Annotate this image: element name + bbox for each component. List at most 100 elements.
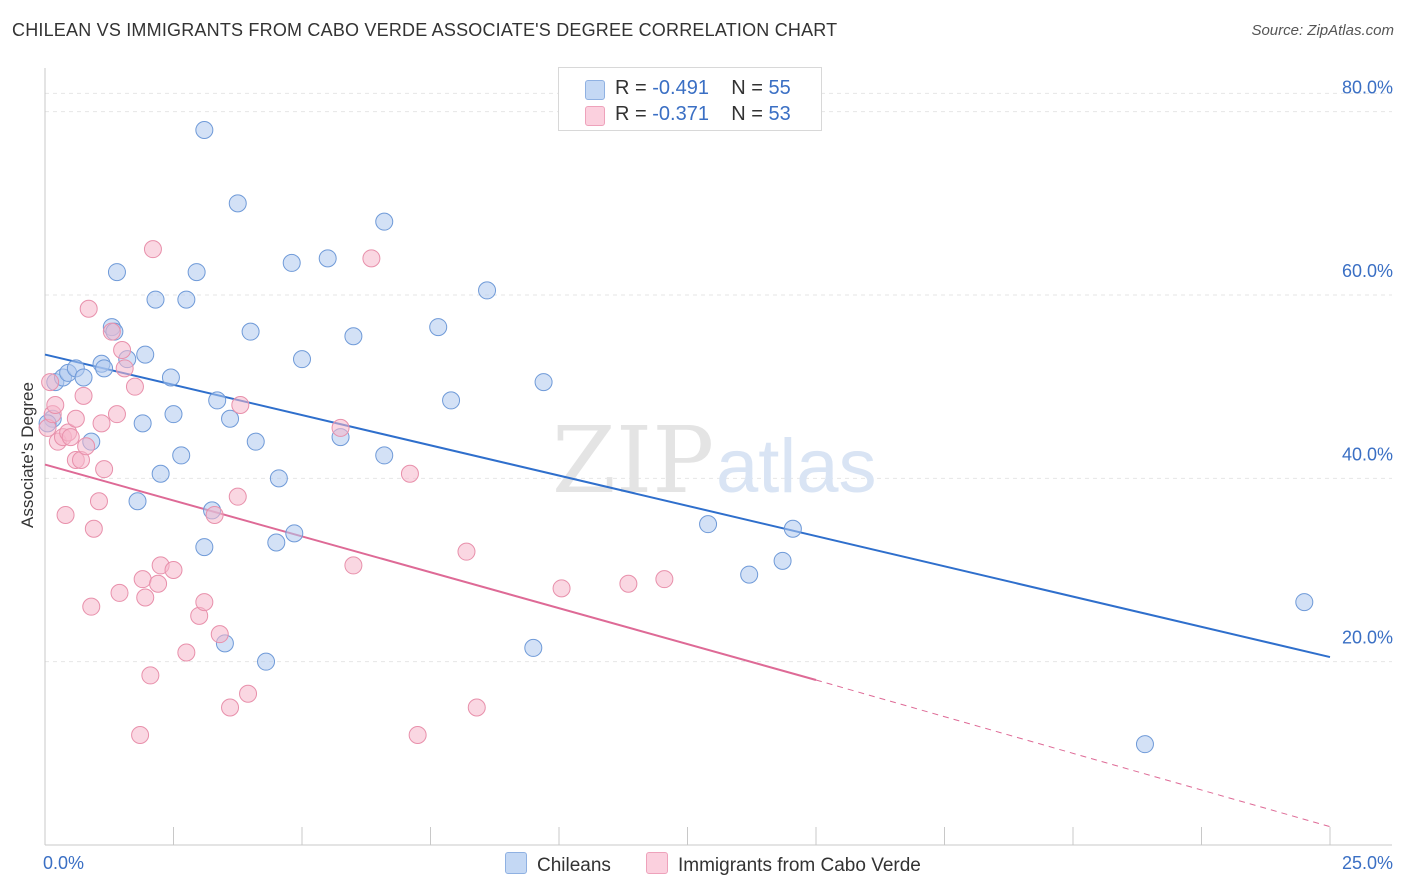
point-cabo-verde <box>619 574 638 593</box>
bottom-legend-label-chileans: Chileans <box>537 855 611 876</box>
point-cabo-verde <box>82 597 101 616</box>
watermark-atlas: atlas <box>716 424 877 509</box>
point-chilean <box>442 391 461 410</box>
bottom-legend-swatch-cabo-verde <box>646 852 668 874</box>
axes <box>44 68 1392 846</box>
point-chilean <box>74 368 93 387</box>
watermark-zip: ZIP <box>552 407 714 514</box>
point-chilean <box>375 446 394 465</box>
legend-n-value: 55 <box>768 77 791 99</box>
point-cabo-verde <box>113 341 132 359</box>
legend-n-label: N = <box>731 103 763 125</box>
legend-r-value: -0.371 <box>652 103 709 125</box>
legend-n-value: 53 <box>768 103 791 125</box>
point-cabo-verde <box>205 506 224 524</box>
point-cabo-verde <box>457 542 476 561</box>
point-cabo-verde <box>131 726 150 744</box>
point-chilean <box>177 290 196 309</box>
point-cabo-verde <box>400 464 419 483</box>
point-chilean <box>195 538 214 557</box>
y-axis-label: Associate's Degree <box>18 382 37 528</box>
point-cabo-verde <box>141 666 160 685</box>
point-chilean <box>267 533 286 552</box>
point-chilean <box>534 373 553 392</box>
point-cabo-verde <box>228 487 247 506</box>
point-chilean <box>136 345 155 364</box>
point-chilean <box>478 281 497 300</box>
point-cabo-verde <box>74 386 93 405</box>
point-chilean <box>146 290 165 309</box>
point-cabo-verde <box>66 409 85 428</box>
bottom-legend-chileans: Chileans <box>505 852 611 877</box>
legend-n-label: N = <box>731 77 763 99</box>
point-cabo-verde <box>655 570 674 589</box>
point-chilean <box>344 327 363 346</box>
point-cabo-verde <box>210 625 229 644</box>
point-cabo-verde <box>149 574 168 593</box>
point-chilean <box>208 391 227 410</box>
legend-r-value: -0.491 <box>652 77 709 99</box>
point-chilean <box>195 121 214 139</box>
point-cabo-verde <box>95 460 114 479</box>
legend-r-label: R = <box>615 77 647 99</box>
bottom-legend-cabo-verde: Immigrants from Cabo Verde <box>646 852 921 877</box>
point-chilean <box>740 565 759 584</box>
point-chilean <box>164 405 183 424</box>
x-tick-label: 0.0% <box>43 853 84 873</box>
point-chilean <box>269 469 288 488</box>
point-chilean <box>228 194 247 213</box>
y-tick-label: 80.0% <box>1342 78 1393 98</box>
point-cabo-verde <box>552 579 571 598</box>
legend-swatch-chileans <box>585 80 605 100</box>
point-chilean <box>773 551 792 570</box>
bottom-legend-label-cabo-verde: Immigrants from Cabo Verde <box>678 855 921 876</box>
point-chilean <box>285 524 304 543</box>
point-cabo-verde <box>408 726 427 744</box>
chart-title: CHILEAN VS IMMIGRANTS FROM CABO VERDE AS… <box>12 20 838 40</box>
x-tick-label: 25.0% <box>1342 853 1393 873</box>
point-chilean <box>524 638 543 657</box>
point-cabo-verde <box>344 556 363 575</box>
point-chilean <box>429 318 448 337</box>
y-tick-label: 20.0% <box>1342 628 1393 648</box>
point-cabo-verde <box>143 240 162 259</box>
point-chilean <box>318 249 337 268</box>
source-label: Source: ZipAtlas.com <box>1251 22 1394 39</box>
point-cabo-verde <box>84 519 103 538</box>
legend: R = -0.491 N = 55 R = -0.371 N = 53 <box>558 67 822 131</box>
bottom-legend-swatch-chileans <box>505 852 527 874</box>
legend-r-label: R = <box>615 103 647 125</box>
point-chilean <box>151 464 170 483</box>
point-chilean <box>107 263 126 282</box>
point-chilean <box>241 322 260 341</box>
point-cabo-verde <box>221 698 240 717</box>
point-chilean <box>293 350 311 369</box>
point-cabo-verde <box>177 643 196 662</box>
point-cabo-verde <box>79 299 98 318</box>
trend-line-cabo-verde-extension <box>815 679 1331 828</box>
point-cabo-verde <box>125 377 144 396</box>
point-cabo-verde <box>107 405 126 424</box>
point-chilean <box>95 359 114 378</box>
point-cabo-verde <box>115 359 134 378</box>
y-tick-label: 60.0% <box>1342 261 1393 281</box>
point-chilean <box>128 492 147 511</box>
point-cabo-verde <box>89 492 108 511</box>
point-chilean <box>246 432 265 451</box>
point-cabo-verde <box>467 698 486 717</box>
point-cabo-verde <box>133 570 152 589</box>
point-chilean <box>257 652 276 671</box>
trend-line-chileans <box>44 353 1331 659</box>
point-cabo-verde <box>77 437 96 456</box>
point-cabo-verde <box>92 414 111 433</box>
trend-line-cabo-verde <box>44 463 817 681</box>
point-cabo-verde <box>46 396 65 414</box>
y-tick-label: 40.0% <box>1342 444 1393 464</box>
point-cabo-verde <box>102 322 121 341</box>
point-chilean <box>282 253 301 272</box>
point-cabo-verde <box>61 428 80 447</box>
point-chilean <box>1295 593 1314 612</box>
point-cabo-verde <box>231 396 250 414</box>
point-cabo-verde <box>164 561 183 579</box>
